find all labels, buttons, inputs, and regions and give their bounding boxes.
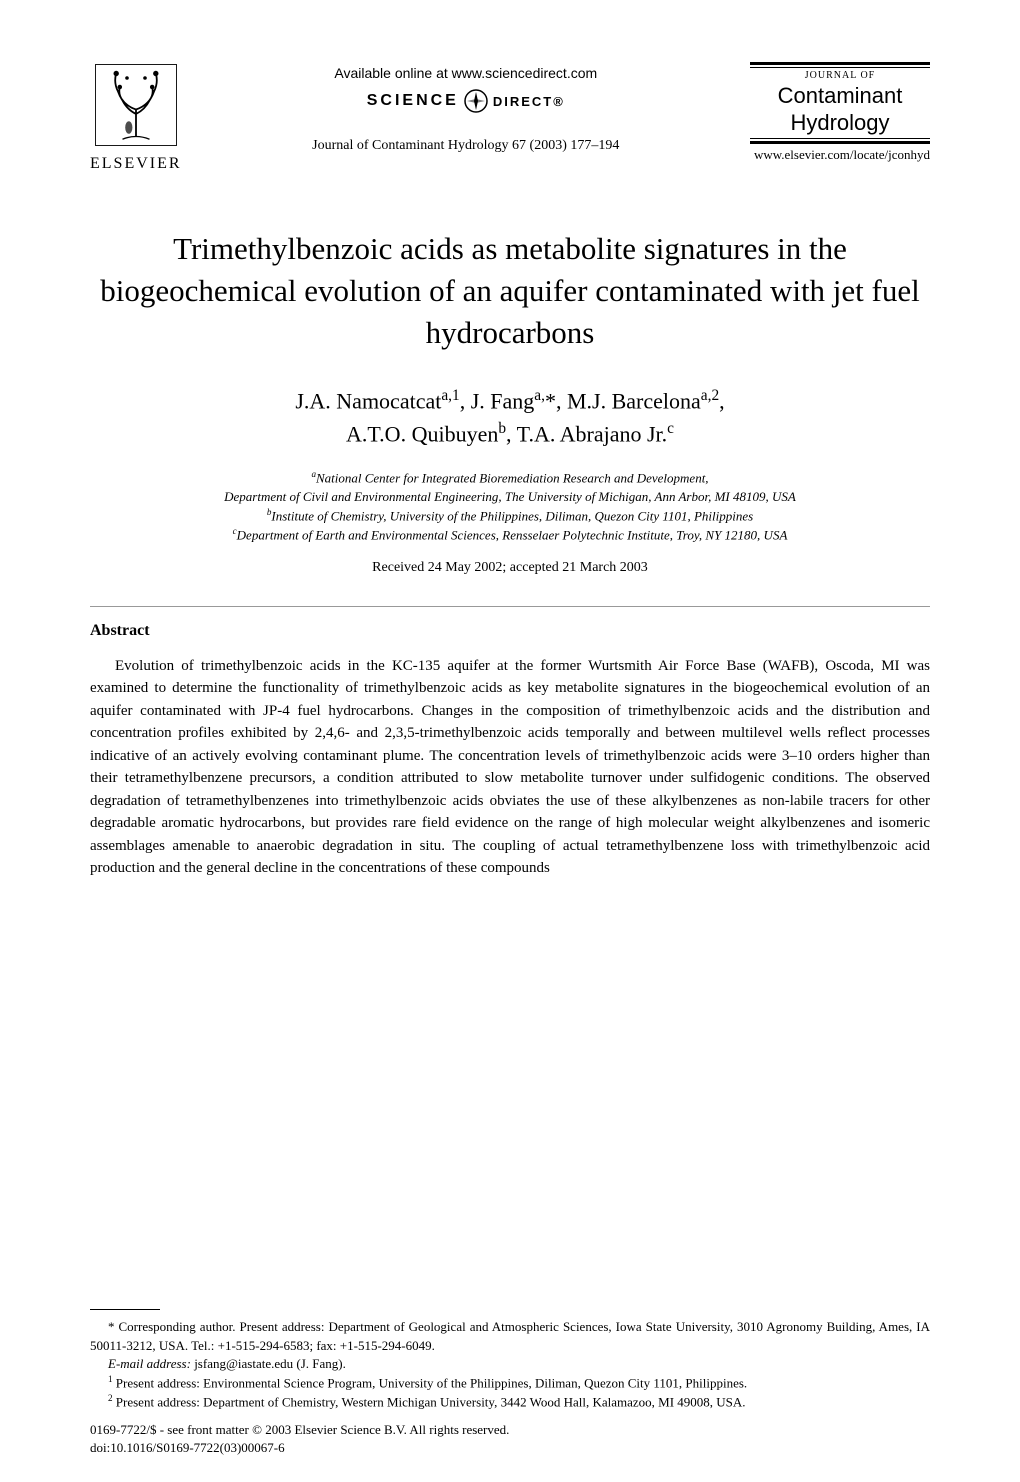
- aff-a-line1: National Center for Integrated Bioremedi…: [316, 471, 709, 486]
- direct-text: DIRECT®: [493, 94, 565, 109]
- authors: J.A. Namocatcata,1, J. Fanga,*, M.J. Bar…: [90, 384, 930, 451]
- footnotes: * Corresponding author. Present address:…: [90, 1309, 930, 1412]
- star: *: [545, 388, 556, 413]
- center-header: Available online at www.sciencedirect.co…: [182, 60, 750, 154]
- journal-of-label: JOURNAL OF: [750, 70, 930, 81]
- journal-url: www.elsevier.com/locate/jconhyd: [750, 147, 930, 163]
- author-4-sup: b: [498, 420, 506, 437]
- aff-a-line2: Department of Civil and Environmental En…: [224, 489, 796, 504]
- bottom-info: 0169-7722/$ - see front matter © 2003 El…: [90, 1421, 509, 1457]
- email-label: E-mail address:: [108, 1356, 191, 1371]
- fn1-text: Present address: Environmental Science P…: [113, 1375, 748, 1390]
- publisher-name: ELSEVIER: [90, 155, 182, 173]
- abstract-heading: Abstract: [90, 622, 930, 640]
- aff-b: Institute of Chemistry, University of th…: [271, 508, 753, 523]
- available-online-text: Available online at www.sciencedirect.co…: [182, 65, 750, 81]
- publisher-logo-section: ELSEVIER: [90, 60, 182, 173]
- journal-reference: Journal of Contaminant Hydrology 67 (200…: [182, 138, 750, 154]
- fn2-text: Present address: Department of Chemistry…: [113, 1395, 746, 1410]
- sep4: , T.A. Abrajano Jr.: [506, 421, 667, 446]
- copyright-text: 0169-7722/$ - see front matter © 2003 El…: [90, 1421, 509, 1439]
- footnote-1: 1 Present address: Environmental Science…: [90, 1373, 930, 1393]
- author-1: J.A. Namocatcat: [295, 388, 441, 413]
- sep3: ,: [719, 388, 725, 413]
- aff-c: Department of Earth and Environmental Sc…: [237, 528, 788, 543]
- affiliations: aNational Center for Integrated Bioremed…: [90, 468, 930, 545]
- email-value: jsfang@iastate.edu (J. Fang).: [191, 1356, 346, 1371]
- journal-name-line1: Contaminant: [750, 84, 930, 108]
- corresponding-author-footnote: * Corresponding author. Present address:…: [90, 1318, 930, 1354]
- journal-title-box: JOURNAL OF Contaminant Hydrology www.els…: [750, 60, 930, 163]
- doi-text: doi:10.1016/S0169-7722(03)00067-6: [90, 1439, 509, 1457]
- sep1: , J. Fang: [460, 388, 535, 413]
- author-1-sup: a,1: [441, 387, 459, 404]
- compass-icon: [464, 89, 488, 113]
- author-2-sup: a,: [534, 387, 545, 404]
- header: ELSEVIER Available online at www.science…: [90, 60, 930, 173]
- author-3-sup: a,2: [701, 387, 719, 404]
- abstract-text: Evolution of trimethylbenzoic acids in t…: [90, 655, 930, 880]
- received-dates: Received 24 May 2002; accepted 21 March …: [90, 560, 930, 576]
- separator-rule: [90, 606, 930, 607]
- science-text: SCIENCE: [367, 92, 459, 110]
- email-footnote: E-mail address: jsfang@iastate.edu (J. F…: [90, 1355, 930, 1373]
- footnote-rule: [90, 1309, 160, 1310]
- author-5-sup: c: [667, 420, 674, 437]
- sciencedirect-logo: SCIENCE DIRECT®: [182, 89, 750, 113]
- elsevier-tree-icon: [91, 60, 181, 150]
- footnote-2: 2 Present address: Department of Chemist…: [90, 1392, 930, 1412]
- author-4: A.T.O. Quibuyen: [346, 421, 498, 446]
- sep2: , M.J. Barcelona: [556, 388, 701, 413]
- journal-name-line2: Hydrology: [750, 111, 930, 135]
- article-title: Trimethylbenzoic acids as metabolite sig…: [90, 228, 930, 354]
